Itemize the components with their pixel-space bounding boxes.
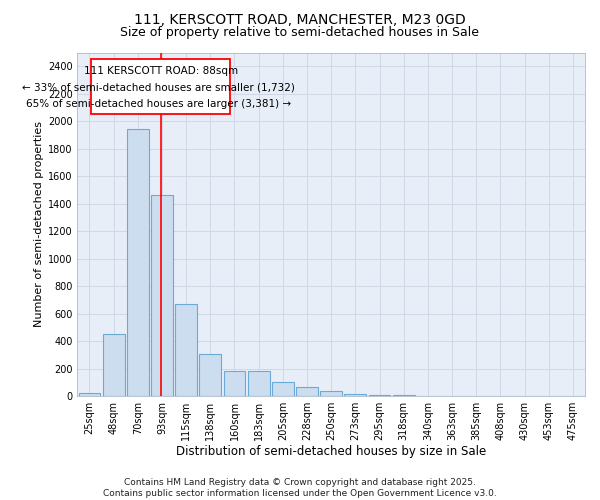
Bar	[103, 334, 125, 396]
Text: ← 33% of semi-detached houses are smaller (1,732): ← 33% of semi-detached houses are smalle…	[22, 82, 295, 92]
X-axis label: Distribution of semi-detached houses by size in Sale: Distribution of semi-detached houses by …	[176, 444, 487, 458]
Bar	[127, 130, 149, 396]
Bar	[175, 304, 197, 396]
Text: Contains HM Land Registry data © Crown copyright and database right 2025.
Contai: Contains HM Land Registry data © Crown c…	[103, 478, 497, 498]
Bar	[199, 354, 221, 396]
Bar	[344, 394, 366, 396]
Text: 65% of semi-detached houses are larger (3,381) →: 65% of semi-detached houses are larger (…	[26, 99, 291, 109]
Y-axis label: Number of semi-detached properties: Number of semi-detached properties	[34, 122, 44, 328]
Bar	[91, 60, 230, 114]
Bar	[224, 370, 245, 396]
Text: 111, KERSCOTT ROAD, MANCHESTER, M23 0GD: 111, KERSCOTT ROAD, MANCHESTER, M23 0GD	[134, 12, 466, 26]
Text: Size of property relative to semi-detached houses in Sale: Size of property relative to semi-detach…	[121, 26, 479, 39]
Bar	[320, 390, 342, 396]
Bar	[296, 387, 318, 396]
Text: 111 KERSCOTT ROAD: 88sqm: 111 KERSCOTT ROAD: 88sqm	[83, 66, 238, 76]
Bar	[151, 196, 173, 396]
Bar	[79, 394, 100, 396]
Bar	[272, 382, 294, 396]
Bar	[248, 370, 269, 396]
